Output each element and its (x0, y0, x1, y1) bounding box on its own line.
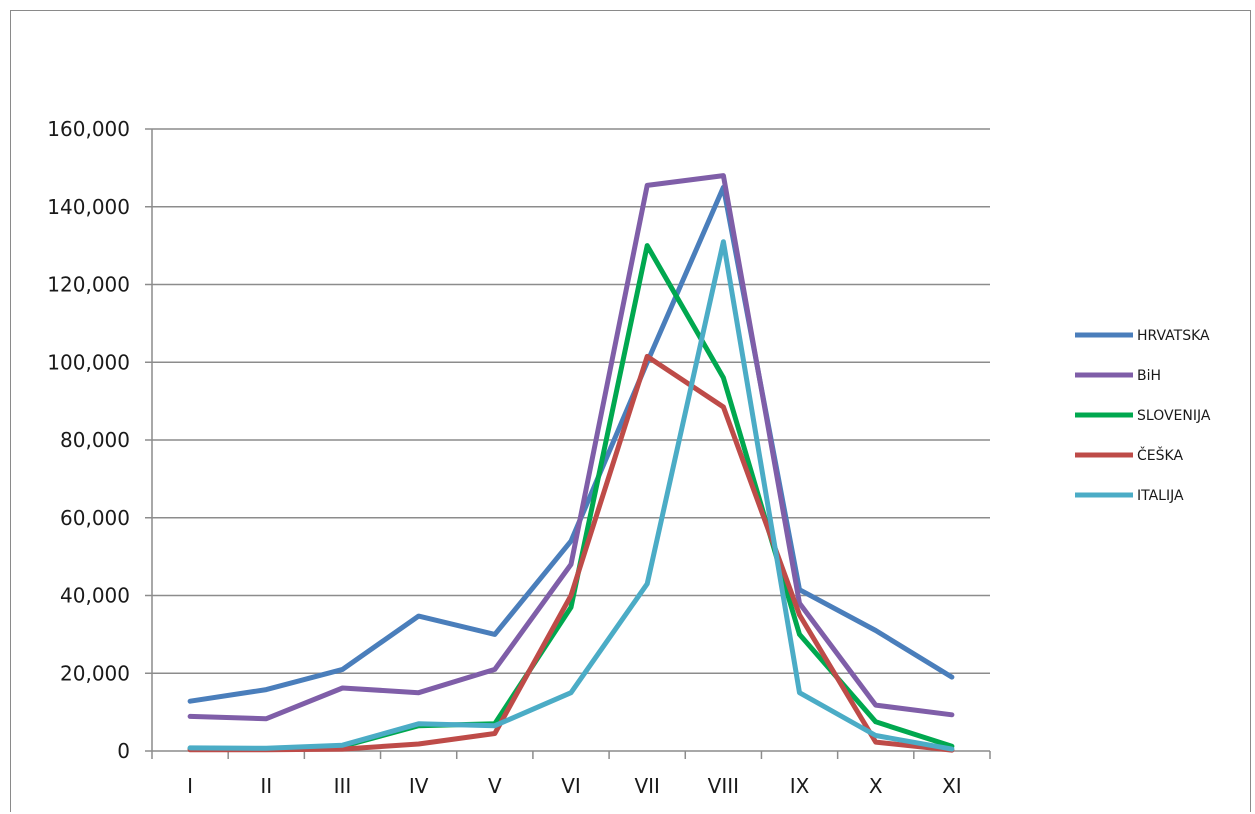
series-line (187, 353, 955, 753)
legend-label: HRVATSKA (1137, 328, 1210, 344)
x-tick-label: VII (634, 774, 659, 798)
y-tick-label: 0 (117, 739, 130, 763)
y-tick-label: 60,000 (60, 506, 130, 530)
y-tick-label: 140,000 (47, 195, 130, 219)
legend-label: ČEŠKA (1137, 446, 1183, 464)
x-tick-label: I (187, 774, 193, 798)
y-tick-label: 20,000 (60, 661, 130, 685)
y-tick-label: 80,000 (60, 428, 130, 452)
series-line (187, 173, 955, 722)
legend-item: SLOVENIJA (1075, 408, 1211, 424)
legend-item: ITALIJA (1075, 488, 1184, 504)
x-tick-label: VIII (708, 774, 739, 798)
x-tick-label: IV (409, 774, 429, 798)
legend-label: SLOVENIJA (1137, 408, 1211, 424)
x-tick-label: III (334, 774, 352, 798)
x-tick-label: X (869, 774, 883, 798)
legend-label: BiH (1137, 368, 1161, 384)
x-axis-tick-labels: I II III IV V VI VII VIII IX X XI (187, 774, 962, 798)
legend-item: ČEŠKA (1075, 446, 1183, 464)
series-line (187, 239, 955, 752)
legend-item: HRVATSKA (1075, 328, 1210, 344)
y-tick-label: 120,000 (47, 273, 130, 297)
x-tick-label: II (260, 774, 272, 798)
legend-label: ITALIJA (1137, 488, 1184, 504)
x-tick-label: XI (942, 774, 962, 798)
y-tick-label: 100,000 (47, 350, 130, 374)
y-tick-label: 40,000 (60, 584, 130, 608)
y-axis-tick-labels: 0 20,000 40,000 60,000 80,000 100,000 120,000 1… (47, 117, 130, 763)
legend: HRVATSKA BiH SLOVENIJA ČEŠKA ITALIJA (1075, 328, 1211, 504)
x-tick-label: VI (561, 774, 581, 798)
x-tick-label: V (488, 774, 502, 798)
legend-item: BiH (1075, 368, 1161, 384)
series-line (187, 184, 955, 704)
series-lines (187, 173, 955, 753)
y-tick-label: 160,000 (47, 117, 130, 141)
x-tick-label: IX (790, 774, 810, 798)
axes (145, 128, 991, 759)
